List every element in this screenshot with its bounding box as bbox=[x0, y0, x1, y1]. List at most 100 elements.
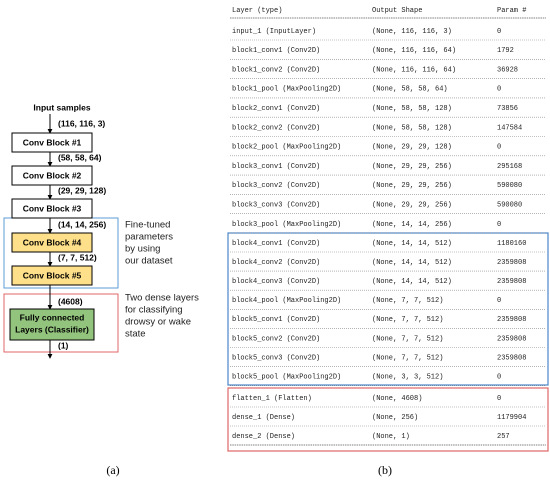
table-cell: 0 bbox=[497, 144, 501, 152]
table-cell: block5_pool (MaxPooling2D) bbox=[232, 374, 341, 382]
table-cell: (None, 7, 7, 512) bbox=[372, 316, 443, 324]
table-cell: block3_conv2 (Conv2D) bbox=[232, 182, 320, 190]
table-cell: (None, 58, 58, 64) bbox=[372, 86, 448, 94]
table-cell: (None, 14, 14, 512) bbox=[372, 278, 452, 286]
table-cell: (None, 7, 7, 512) bbox=[372, 354, 443, 362]
note: for classifying bbox=[125, 305, 183, 316]
conv-block-label: Conv Block #4 bbox=[23, 237, 82, 247]
shape-label: (7, 7, 512) bbox=[58, 252, 97, 262]
conv-block-label: Conv Block #3 bbox=[23, 203, 82, 213]
table-cell: (None, 116, 116, 3) bbox=[372, 28, 452, 36]
table-cell: block1_pool (MaxPooling2D) bbox=[232, 86, 341, 94]
table-cell: block2_conv1 (Conv2D) bbox=[232, 105, 320, 113]
table-cell: block5_conv2 (Conv2D) bbox=[232, 335, 320, 343]
table-cell: 590080 bbox=[497, 182, 522, 190]
note: Two dense layers bbox=[125, 293, 199, 304]
table-cell: 0 bbox=[497, 28, 501, 36]
note: by using bbox=[125, 244, 160, 255]
table-cell: block2_pool (MaxPooling2D) bbox=[232, 144, 341, 152]
table-cell: block1_conv1 (Conv2D) bbox=[232, 47, 320, 55]
classifier-label: Layers (Classifier) bbox=[15, 324, 89, 334]
shape-label: (58, 58, 64) bbox=[58, 152, 102, 162]
table-cell: dense_1 (Dense) bbox=[232, 414, 295, 422]
conv-block-label: Conv Block #5 bbox=[23, 270, 82, 280]
table-cell: 2359808 bbox=[497, 316, 526, 324]
table-cell: 0 bbox=[497, 395, 501, 403]
table-cell: block5_conv1 (Conv2D) bbox=[232, 316, 320, 324]
shape-label: (14, 14, 256) bbox=[58, 219, 106, 229]
table-cell: (None, 29, 29, 128) bbox=[372, 144, 452, 152]
classifier-label: Fully connected bbox=[20, 312, 85, 322]
table-cell: block2_conv2 (Conv2D) bbox=[232, 124, 320, 132]
table-cell: (None, 58, 58, 128) bbox=[372, 124, 452, 132]
table-cell: 590080 bbox=[497, 202, 522, 210]
table-cell: 1179904 bbox=[497, 414, 526, 422]
table-cell: 36928 bbox=[497, 66, 518, 74]
note: parameters bbox=[125, 232, 173, 243]
table-cell: (None, 14, 14, 256) bbox=[372, 221, 452, 229]
table-red-frame bbox=[227, 387, 549, 452]
table-cell: (None, 58, 58, 128) bbox=[372, 105, 452, 113]
table-cell: 257 bbox=[497, 433, 510, 441]
column-header: Output Shape bbox=[372, 7, 422, 15]
input-label: Input samples bbox=[33, 102, 90, 112]
table-cell: 1792 bbox=[497, 47, 514, 55]
table-cell: 2359808 bbox=[497, 259, 526, 267]
conv-block bbox=[11, 265, 93, 286]
table-cell: 0 bbox=[497, 374, 501, 382]
table-cell: 0 bbox=[497, 86, 501, 94]
table-cell: (None, 29, 29, 256) bbox=[372, 182, 452, 190]
column-header: Param # bbox=[497, 7, 526, 15]
conv-block-label: Conv Block #1 bbox=[23, 137, 82, 147]
panel-label: (b) bbox=[378, 463, 392, 477]
table-cell: block1_conv2 (Conv2D) bbox=[232, 66, 320, 74]
table-cell: (None, 14, 14, 512) bbox=[372, 259, 452, 267]
shape-label: (29, 29, 128) bbox=[58, 185, 106, 195]
note: drowsy or wake bbox=[125, 317, 191, 328]
table-cell: 2359808 bbox=[497, 335, 526, 343]
table-cell: (None, 29, 29, 256) bbox=[372, 163, 452, 171]
table-cell: (None, 256) bbox=[372, 414, 418, 422]
shape-label: (4608) bbox=[58, 296, 83, 306]
table-cell: block4_pool (MaxPooling2D) bbox=[232, 297, 341, 305]
table-cell: block4_conv3 (Conv2D) bbox=[232, 278, 320, 286]
dense-frame bbox=[3, 293, 119, 353]
table-cell: 73856 bbox=[497, 105, 518, 113]
table-cell: 2359808 bbox=[497, 354, 526, 362]
shape-label: (116, 116, 3) bbox=[58, 118, 105, 128]
table-cell: 0 bbox=[497, 297, 501, 305]
table-cell: input_1 (InputLayer) bbox=[232, 28, 316, 36]
classifier-block bbox=[9, 308, 95, 341]
table-cell: (None, 1) bbox=[372, 433, 410, 441]
table-cell: (None, 4608) bbox=[372, 395, 422, 403]
table-cell: 295168 bbox=[497, 163, 522, 171]
table-cell: (None, 116, 116, 64) bbox=[372, 47, 456, 55]
note: Fine-tuned bbox=[125, 220, 170, 231]
table-cell: (None, 14, 14, 512) bbox=[372, 240, 452, 248]
conv-block-label: Conv Block #2 bbox=[23, 170, 82, 180]
table-cell: block3_conv3 (Conv2D) bbox=[232, 202, 320, 210]
table-cell: block3_pool (MaxPooling2D) bbox=[232, 221, 341, 229]
conv-block bbox=[11, 232, 93, 253]
note: state bbox=[125, 329, 146, 340]
conv-block bbox=[11, 165, 93, 186]
table-cell: (None, 3, 3, 512) bbox=[372, 374, 443, 382]
table-cell: 1180160 bbox=[497, 240, 526, 248]
table-cell: block4_conv1 (Conv2D) bbox=[232, 240, 320, 248]
table-cell: flatten_1 (Flatten) bbox=[232, 395, 312, 403]
table-cell: block4_conv2 (Conv2D) bbox=[232, 259, 320, 267]
table-cell: 0 bbox=[497, 221, 501, 229]
note: our dataset bbox=[125, 256, 173, 267]
table-cell: dense_2 (Dense) bbox=[232, 433, 295, 441]
table-cell: (None, 116, 116, 64) bbox=[372, 66, 456, 74]
shape-label: (1) bbox=[58, 340, 69, 350]
table-cell: 147584 bbox=[497, 124, 522, 132]
table-cell: block5_conv3 (Conv2D) bbox=[232, 354, 320, 362]
conv-block bbox=[11, 132, 93, 153]
conv-block bbox=[11, 198, 93, 219]
table-cell: block3_conv1 (Conv2D) bbox=[232, 163, 320, 171]
column-header: Layer (type) bbox=[232, 7, 282, 15]
table-cell: (None, 7, 7, 512) bbox=[372, 335, 443, 343]
panel-label: (a) bbox=[106, 463, 119, 477]
